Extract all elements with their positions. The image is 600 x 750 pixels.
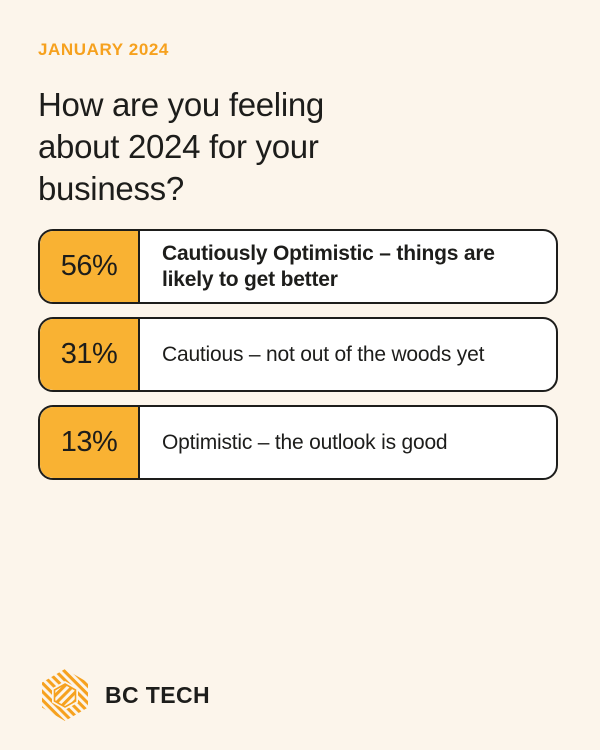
percent-badge: 56% xyxy=(40,231,140,302)
eyebrow-date: JANUARY 2024 xyxy=(38,40,169,59)
poll-row-cautious: 31% Cautious – not out of the woods yet xyxy=(38,317,558,392)
page-title: How are you feeling about 2024 for your … xyxy=(38,84,562,210)
poll-row-label: Cautiously Optimistic – things are likel… xyxy=(162,241,495,291)
title-line-1: How are you feeling xyxy=(38,86,324,123)
title-line-2: about 2024 for your xyxy=(38,128,319,165)
brand-name: BC TECH xyxy=(105,681,211,708)
bctech-logo: BC TECH xyxy=(38,668,210,722)
striped-cube-hexagon-icon xyxy=(42,669,88,721)
title-line-3: business? xyxy=(38,170,184,207)
poll-results-list: 56% Cautiously Optimistic – things are l… xyxy=(38,229,562,480)
poll-row-optimistic: 13% Optimistic – the outlook is good xyxy=(38,405,558,480)
poll-row-label: Optimistic – the outlook is good xyxy=(162,430,448,454)
percent-badge: 13% xyxy=(40,407,140,478)
poll-row-label: Cautious – not out of the woods yet xyxy=(162,342,485,366)
poll-row-cautiously-optimistic: 56% Cautiously Optimistic – things are l… xyxy=(38,229,558,304)
percent-badge: 31% xyxy=(40,319,140,390)
